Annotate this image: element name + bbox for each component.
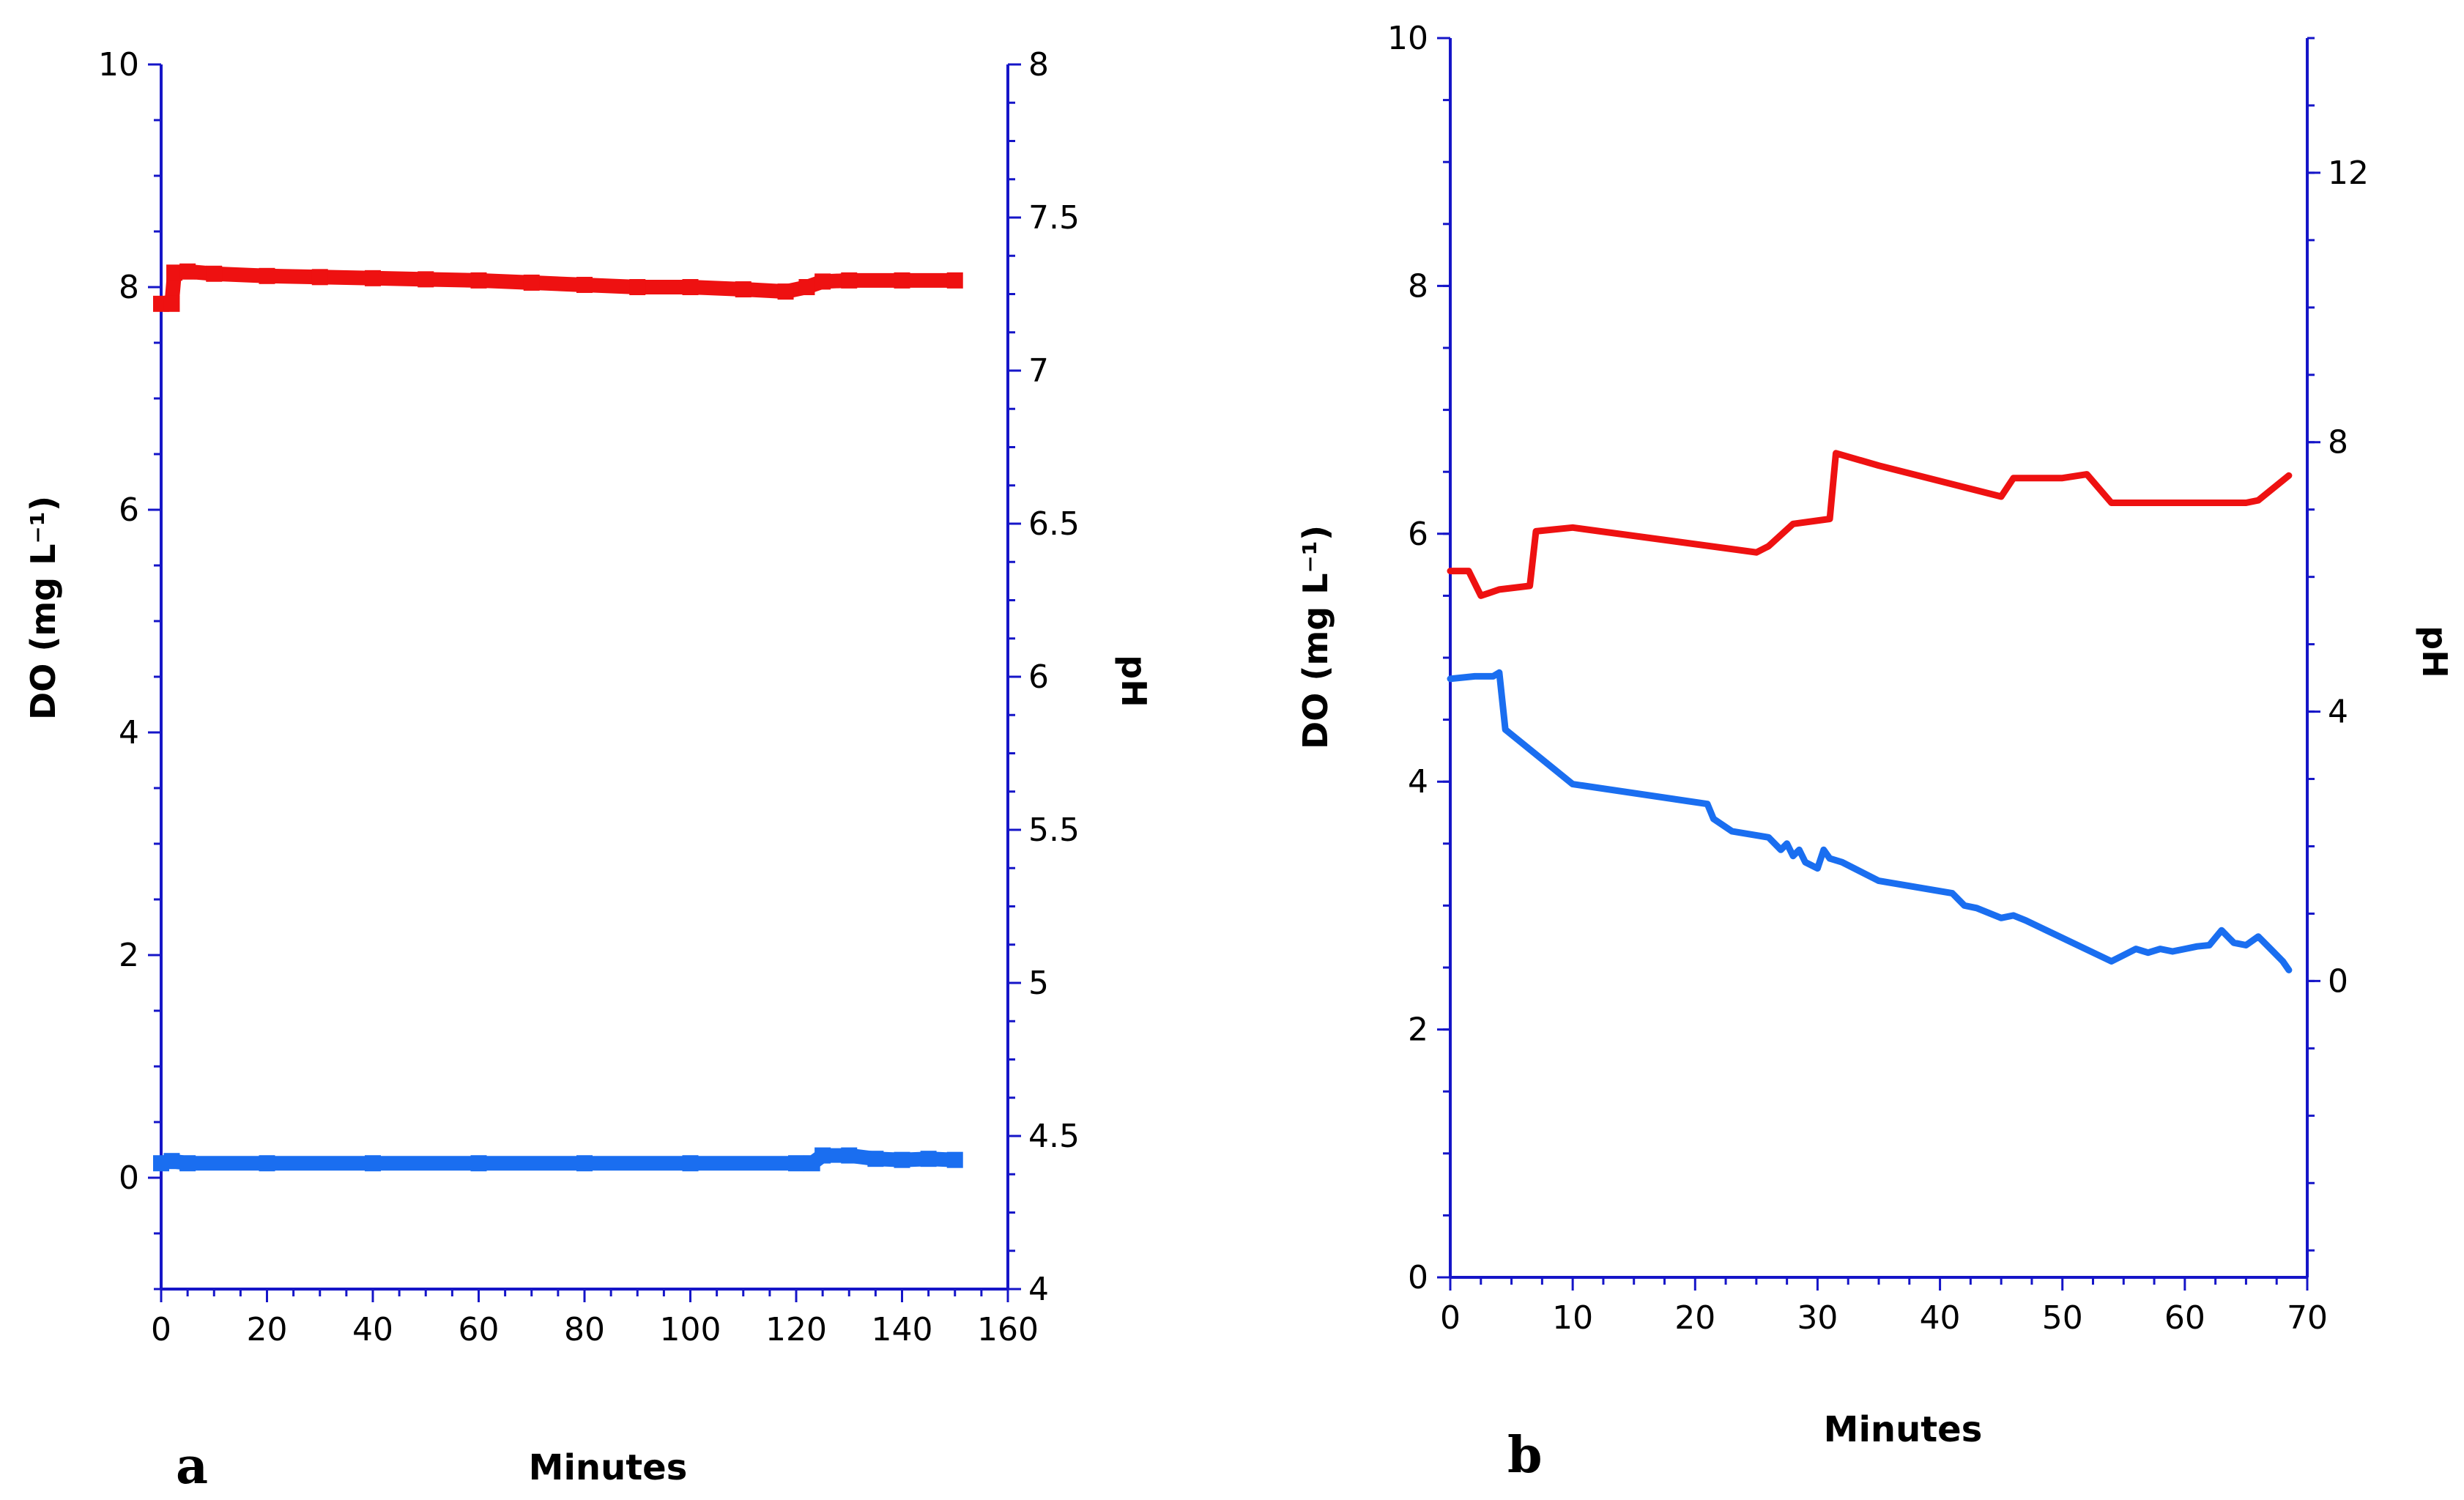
- panel-a-series-red-point: [470, 272, 487, 289]
- panel-a-series-blue-point: [788, 1155, 804, 1172]
- panel-a-series-red-point: [629, 279, 646, 295]
- panel-a-series-blue-line: [159, 1148, 956, 1171]
- panel-b: b Minutes DO (mg L⁻¹) pH 0 10 20 30 40 50 60 70…: [1296, 20, 2454, 1485]
- panel-b-y-axis-title: DO (mg L⁻¹): [1296, 525, 1335, 749]
- panel-b-y2-tick-label: 0: [2328, 962, 2348, 1000]
- panel-b-y2-tick-label: 8: [2328, 424, 2348, 461]
- panel-a-series-red-point: [946, 272, 963, 289]
- panel-a-y2-tick-label: 4: [1028, 1271, 1049, 1308]
- panel-a-series-red-point: [259, 267, 275, 284]
- panel-a-x-tick-label: 0: [151, 1311, 171, 1348]
- panel-b-y-ticks: 0 2 4 6 8 10: [1387, 20, 1450, 1296]
- panel-b-x-tick-label: 30: [1797, 1299, 1838, 1337]
- panel-b-x-tick-label: 10: [1552, 1299, 1593, 1337]
- panel-b-y-tick-label: 6: [1408, 516, 1428, 553]
- panel-a-x-tick-label: 160: [977, 1311, 1039, 1348]
- panel-b-y-tick-label: 4: [1408, 763, 1428, 801]
- panel-a-x-ticks: 0 20 40 60 80 100 120 140 160: [151, 1289, 1039, 1348]
- panel-a-x-axis-title: Minutes: [529, 1447, 688, 1488]
- panel-b-y2-tick-label: 4: [2328, 694, 2348, 731]
- panel-a-series-red-point: [179, 263, 196, 280]
- panel-a-y2-tick-label: 8: [1028, 46, 1049, 83]
- panel-a-y2-tick-label: 7.5: [1028, 199, 1080, 237]
- panel-b-x-tick-label: 70: [2287, 1299, 2328, 1337]
- panel-a-y2-tick-label: 5: [1028, 965, 1049, 1002]
- panel-a-series-red-point: [894, 272, 910, 289]
- panel-a-x-tick-label: 100: [660, 1311, 721, 1348]
- panel-a-series: [153, 263, 963, 1172]
- panel-a-x-tick-label: 120: [765, 1311, 827, 1348]
- panel-b-series-blue-line: [1447, 669, 2293, 973]
- panel-a-y-ticks: 0 2 4 6 8 10: [98, 46, 161, 1291]
- panel-a-series-blue-point: [163, 1153, 180, 1170]
- panel-b-x-axis-title: Minutes: [1824, 1409, 1983, 1450]
- panel-b-series-red-line: [1447, 450, 2293, 599]
- panel-a-series-red-point: [206, 265, 223, 282]
- panel-a-series-blue-point: [365, 1155, 381, 1172]
- panel-a-series-blue-point: [179, 1155, 196, 1172]
- panel-a-y2-tick-label: 6: [1028, 658, 1049, 696]
- panel-a-y2-ticks: 4 4.5 5 5.5 6 6.5 7 7.5 8: [1008, 46, 1080, 1308]
- panel-b-label: b: [1507, 1426, 1543, 1485]
- panel-a-x-tick-label: 60: [459, 1311, 500, 1348]
- panel-a-y2-tick-label: 5.5: [1028, 812, 1080, 849]
- panel-a-y-tick-label: 6: [119, 491, 139, 529]
- panel-b-y-tick-label: 8: [1408, 267, 1428, 305]
- panel-a-series-red-point: [365, 270, 381, 286]
- panel-b-x-ticks: 0 10 20 30 40 50 60 70: [1440, 1277, 2328, 1337]
- panel-a-series-red-point: [166, 264, 183, 281]
- panel-b-series: [1447, 450, 2293, 973]
- panel-a-series-red-point: [841, 272, 858, 289]
- panel-a-series-red-line: [161, 264, 955, 311]
- panel-a-y-tick-label: 0: [119, 1159, 139, 1197]
- panel-b-x-tick-label: 40: [1920, 1299, 1961, 1337]
- panel-a-series-red-point: [163, 295, 180, 312]
- panel-a-series-blue-point: [841, 1147, 858, 1164]
- panel-a-series-red-point: [777, 283, 794, 300]
- panel-a-series-blue-point: [867, 1151, 884, 1167]
- panel-a-series-blue-point: [894, 1151, 910, 1168]
- panel-a-x-tick-label: 140: [872, 1311, 933, 1348]
- panel-b-x-tick-label: 60: [2164, 1299, 2205, 1337]
- panel-b-y-tick-label: 10: [1387, 20, 1428, 57]
- panel-a-y2-tick-label: 7: [1028, 352, 1049, 390]
- panel-a-series-red-point: [682, 279, 699, 295]
- panel-a-y-tick-label: 4: [119, 714, 139, 751]
- panel-b-y2-axis-title: pH: [2415, 625, 2454, 677]
- panel-a-series-red-point: [311, 269, 328, 286]
- panel-a-y2-tick-label: 6.5: [1028, 505, 1080, 543]
- panel-a-series-blue-point: [814, 1147, 831, 1164]
- panel-a: a Minutes DO (mg L⁻¹) pH 0 20 40 60 80 100 120…: [23, 46, 1154, 1496]
- panel-a-x-tick-label: 20: [247, 1311, 288, 1348]
- panel-b-x-tick-label: 20: [1674, 1299, 1715, 1337]
- panel-a-series-blue-point: [946, 1151, 963, 1168]
- panel-a-series-blue-point: [259, 1155, 275, 1172]
- panel-a-series-red-point: [576, 276, 593, 293]
- panel-a-y2-axis-title: pH: [1114, 655, 1154, 707]
- panel-a-y-tick-label: 10: [98, 46, 139, 83]
- panel-a-series-blue-point: [576, 1155, 593, 1172]
- panel-a-label: a: [176, 1437, 208, 1496]
- panel-a-x-tick-label: 80: [564, 1311, 605, 1348]
- panel-a-series-red-point: [523, 274, 540, 291]
- panel-a-series-red-point: [814, 273, 831, 290]
- panel-b-x-tick-label: 50: [2042, 1299, 2083, 1337]
- panel-b-x-tick-label: 0: [1440, 1299, 1461, 1337]
- panel-a-y-tick-label: 8: [119, 269, 139, 306]
- panel-b-y-tick-label: 0: [1408, 1259, 1428, 1296]
- panel-a-series-red-point: [798, 279, 815, 295]
- panel-a-x-tick-label: 40: [352, 1311, 393, 1348]
- panel-b-y2-tick-label: 12: [2328, 155, 2369, 192]
- panel-a-y-axis-title: DO (mg L⁻¹): [23, 496, 63, 720]
- panel-a-series-blue-point: [682, 1155, 699, 1172]
- panel-a-series-blue-point: [470, 1155, 487, 1172]
- panel-b-y-tick-label: 2: [1408, 1011, 1428, 1049]
- panel-a-series-red-point: [418, 271, 434, 288]
- panel-a-series-blue-point: [920, 1151, 937, 1167]
- panel-a-y2-tick-label: 4.5: [1028, 1118, 1080, 1155]
- panel-b-y2-ticks: 0 4 8 12: [2307, 37, 2369, 1252]
- panel-a-y-tick-label: 2: [119, 937, 139, 974]
- panel-a-series-red-point: [735, 281, 752, 298]
